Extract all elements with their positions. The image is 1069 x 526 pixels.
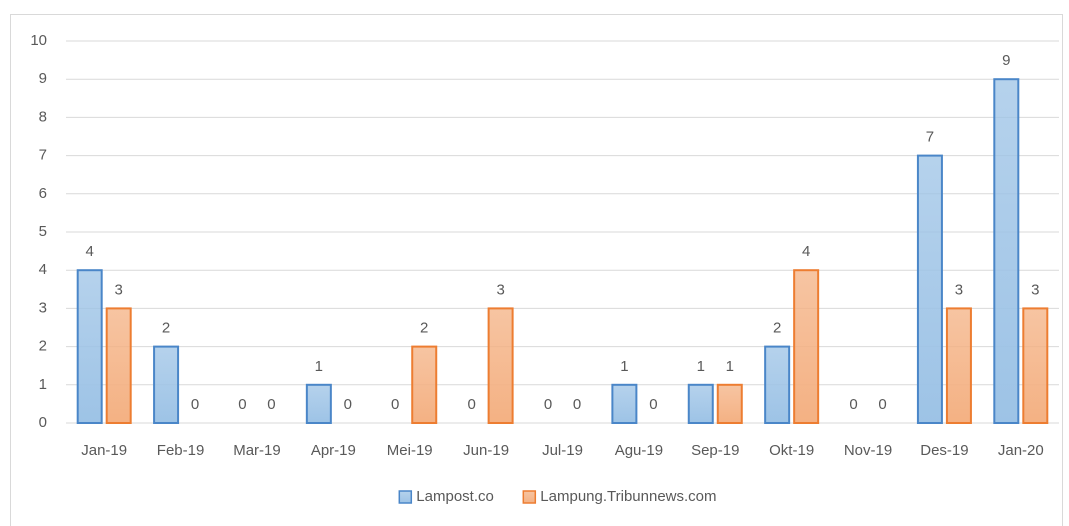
- data-label: 0: [544, 396, 552, 413]
- x-tick-label: Feb-19: [157, 442, 205, 459]
- y-tick-label: 9: [39, 70, 47, 87]
- x-tick-label: Des-19: [920, 442, 968, 459]
- y-tick-label: 5: [39, 223, 47, 240]
- data-label: 0: [467, 396, 475, 413]
- legend-swatch: [398, 490, 413, 504]
- y-tick-label: 2: [39, 338, 47, 355]
- y-tick-label: 8: [39, 108, 47, 125]
- y-tick-label: 7: [39, 147, 47, 164]
- data-label: 0: [649, 396, 657, 413]
- bar: [764, 345, 791, 425]
- x-tick-label: Jul-19: [542, 442, 583, 459]
- data-label: 2: [162, 320, 170, 337]
- y-tick-label: 3: [39, 299, 47, 316]
- bar: [793, 269, 820, 425]
- legend-swatch: [522, 490, 537, 504]
- data-label: 0: [878, 396, 886, 413]
- data-label: 1: [315, 358, 323, 375]
- data-label: 1: [697, 358, 705, 375]
- data-label: 3: [496, 281, 504, 298]
- data-label: 0: [391, 396, 399, 413]
- data-label: 1: [726, 358, 734, 375]
- y-tick-label: 6: [39, 185, 47, 202]
- bar: [305, 383, 332, 424]
- x-tick-label: Mar-19: [233, 442, 281, 459]
- bar: [487, 307, 514, 424]
- x-tick-label: Agu-19: [615, 442, 663, 459]
- data-label: 4: [802, 243, 810, 260]
- bar: [153, 345, 180, 425]
- data-label: 0: [344, 396, 352, 413]
- data-label: 3: [1031, 281, 1039, 298]
- x-tick-label: Sep-19: [691, 442, 739, 459]
- y-tick-label: 0: [39, 414, 47, 431]
- bar: [716, 383, 743, 424]
- y-tick-label: 1: [39, 376, 47, 393]
- data-label: 3: [955, 281, 963, 298]
- data-label: 9: [1002, 52, 1010, 69]
- data-label: 2: [773, 320, 781, 337]
- legend-label: Lampost.co: [416, 488, 494, 505]
- data-label: 0: [191, 396, 199, 413]
- y-tick-label: 4: [39, 261, 47, 278]
- x-tick-label: Nov-19: [844, 442, 892, 459]
- data-label: 0: [849, 396, 857, 413]
- data-label: 2: [420, 320, 428, 337]
- bar: [411, 345, 438, 425]
- bar: [76, 269, 103, 425]
- bar: [993, 78, 1020, 424]
- bar: [1022, 307, 1049, 424]
- data-label: 4: [86, 243, 94, 260]
- x-tick-label: Okt-19: [769, 442, 814, 459]
- bar: [105, 307, 132, 424]
- data-label: 0: [238, 396, 246, 413]
- x-tick-label: Jun-19: [463, 442, 509, 459]
- bar: [916, 154, 943, 424]
- bar: [611, 383, 638, 424]
- x-tick-label: Jan-20: [998, 442, 1044, 459]
- legend-label: Lampung.Tribunnews.com: [540, 488, 716, 505]
- data-label: 3: [115, 281, 123, 298]
- data-label: 0: [573, 396, 581, 413]
- x-tick-label: Jan-19: [81, 442, 127, 459]
- x-tick-label: Apr-19: [311, 442, 356, 459]
- bar: [687, 383, 714, 424]
- data-label: 0: [267, 396, 275, 413]
- data-label: 1: [620, 358, 628, 375]
- y-tick-label: 10: [30, 32, 47, 49]
- data-label: 7: [926, 129, 934, 146]
- x-tick-label: Mei-19: [387, 442, 433, 459]
- bar: [945, 307, 972, 424]
